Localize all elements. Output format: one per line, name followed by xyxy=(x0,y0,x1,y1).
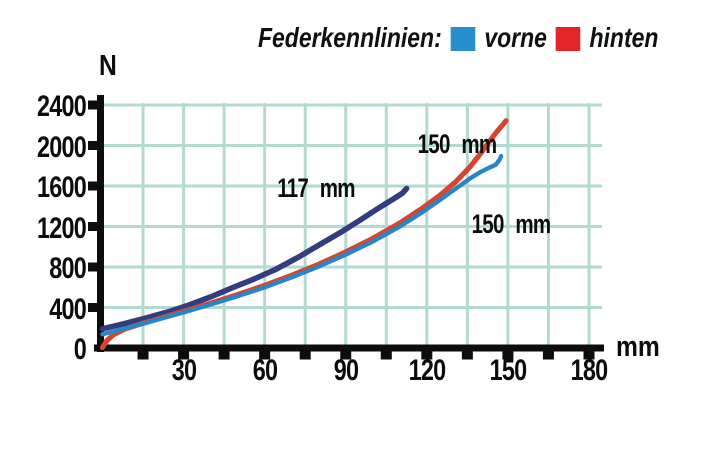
legend-title: Federkennlinien: xyxy=(258,22,442,53)
y-tick-label: 1600 xyxy=(37,171,87,204)
x-axis-tick xyxy=(583,351,595,360)
chart-legend: Federkennlinien: vorne hinten xyxy=(258,22,658,54)
y-axis-tick xyxy=(88,141,102,150)
legend-label-vorne: vorne xyxy=(484,22,547,53)
y-axis-unit-label: N xyxy=(99,50,117,82)
legend-swatch-vorne-icon xyxy=(450,26,476,51)
x-axis-tick xyxy=(299,351,311,360)
curve-117-mm xyxy=(99,185,410,332)
x-axis-tick xyxy=(178,351,190,360)
y-tick-label: 2000 xyxy=(37,130,87,164)
curve-annotation: 150 mm xyxy=(417,128,496,159)
y-tick-label: 1200 xyxy=(37,211,87,245)
curve-vorne xyxy=(100,153,504,337)
curve-annotation: 117 mm xyxy=(277,173,355,203)
y-tick-label: 800 xyxy=(49,252,86,285)
y-axis-tick xyxy=(88,181,102,191)
x-tick-label: 120 xyxy=(408,354,446,387)
x-axis-tick xyxy=(137,351,149,360)
x-axis-tick xyxy=(461,351,473,360)
y-axis-tick xyxy=(88,222,102,231)
x-axis-tick xyxy=(380,351,392,360)
y-tick-label: 0 xyxy=(73,333,87,366)
x-tick-label: 180 xyxy=(570,354,608,387)
x-axis-tick xyxy=(340,351,352,360)
x-axis-tick xyxy=(259,351,271,360)
y-axis-tick xyxy=(88,100,102,110)
x-axis-tick xyxy=(218,351,230,360)
x-axis-tick xyxy=(421,351,433,360)
x-tick-label: 90 xyxy=(333,354,358,387)
x-tick-label: 30 xyxy=(171,354,196,387)
x-tick-label: 150 xyxy=(489,354,527,387)
x-axis-tick xyxy=(542,351,554,360)
y-tick-label: 2400 xyxy=(37,90,87,123)
legend-swatch-hinten-icon xyxy=(555,26,581,51)
x-axis-unit-label: mm xyxy=(616,331,660,363)
x-tick-label: 60 xyxy=(252,354,277,387)
x-axis-tick xyxy=(502,351,514,360)
y-axis-tick xyxy=(88,303,102,312)
y-axis-tick xyxy=(88,262,102,272)
legend-label-hinten: hinten xyxy=(589,22,659,53)
y-tick-label: 400 xyxy=(49,292,86,326)
curve-annotation: 150 mm xyxy=(471,208,550,239)
